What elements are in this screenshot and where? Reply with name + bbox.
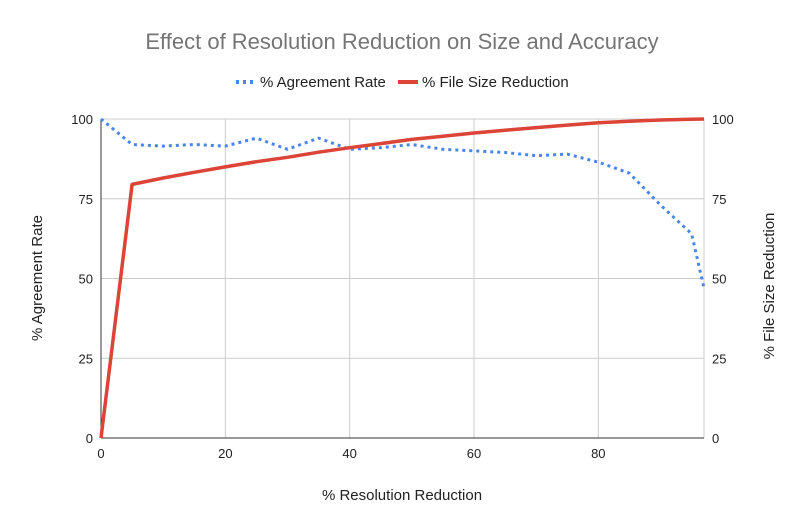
x-axis-label: % Resolution Reduction [322,487,482,504]
series-line-agreement-rate [100,117,706,289]
legend-item-agreement-rate[interactable]: % Agreement Rate [236,74,386,91]
chart-title: Effect of Resolution Reduction on Size a… [145,29,658,54]
legend-item-file-size-reduction[interactable]: % File Size Reduction [398,74,569,91]
y-tick-label: 50 [79,272,93,287]
y2-tick-label: 100 [712,112,734,127]
y2-axis-label: % File Size Reduction [761,213,778,360]
y-tick-label: 0 [86,431,93,446]
legend: % Agreement Rate % File Size Reduction [236,74,569,91]
y-gridlines [100,118,704,439]
y2-tick-label: 50 [712,272,726,287]
x-tick-label: 60 [467,446,481,461]
x-tick-labels: 0 20 40 60 80 [97,446,605,461]
x-tick-label: 40 [342,446,356,461]
y2-tick-label: 75 [712,192,726,207]
y2-tick-labels: 0 25 50 75 100 [712,112,734,446]
y2-tick-label: 25 [712,351,726,366]
y-tick-label: 25 [79,351,93,366]
y-tick-label: 100 [71,112,93,127]
x-tick-label: 20 [218,446,232,461]
legend-label-agreement-rate: % Agreement Rate [260,74,386,91]
x-tick-label: 0 [97,446,104,461]
y-tick-label: 75 [79,192,93,207]
y2-tick-label: 0 [712,431,719,446]
x-tick-label: 80 [591,446,605,461]
series-lines [99,117,706,439]
y-tick-labels: 0 25 50 75 100 [71,112,93,446]
y-axis-label: % Agreement Rate [29,215,46,341]
legend-label-file-size-reduction: % File Size Reduction [422,74,569,91]
series-line-file-size-reduction [99,117,705,439]
